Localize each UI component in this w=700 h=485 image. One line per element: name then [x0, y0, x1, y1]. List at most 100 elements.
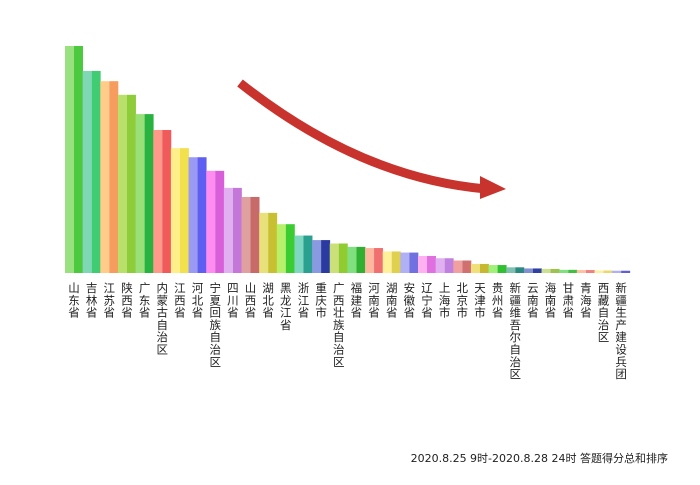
bar-right-half	[621, 270, 631, 273]
bar-right-half	[391, 251, 401, 273]
bar-right-half	[462, 260, 472, 273]
bar	[100, 81, 119, 273]
bar-right-half	[126, 94, 136, 274]
bar-left-half	[82, 70, 92, 273]
bar-right-half	[532, 268, 542, 273]
bar	[612, 270, 631, 273]
bar	[382, 251, 401, 273]
category-label: 天津市	[474, 281, 486, 320]
bar	[400, 252, 419, 273]
bar	[418, 255, 436, 273]
bar-left-half	[259, 212, 269, 273]
bar	[82, 70, 101, 273]
bar-right-half	[215, 170, 225, 273]
bar-right-half	[568, 269, 578, 273]
bar	[347, 246, 366, 273]
bar-right-half	[162, 129, 172, 273]
bar-left-half	[65, 46, 74, 273]
category-label: 江苏省	[104, 281, 116, 320]
bar-left-half	[470, 263, 480, 273]
bar-left-half	[347, 246, 357, 273]
bar-left-half	[576, 270, 586, 273]
bar-right-half	[585, 270, 595, 273]
category-label: 广东省	[139, 281, 151, 320]
bar-left-half	[453, 260, 463, 273]
bar	[312, 240, 331, 273]
bar-right-half	[409, 252, 419, 273]
category-label: 河南省	[368, 281, 380, 320]
bar-left-half	[188, 157, 198, 273]
bar-right-half	[321, 240, 331, 273]
bar-right-half	[427, 255, 436, 273]
category-label: 新疆生产建设兵团	[615, 281, 627, 381]
bar-left-half	[135, 114, 145, 273]
bar-right-half	[479, 263, 489, 273]
category-label: 海南省	[545, 281, 557, 320]
bar-right-half	[515, 267, 525, 273]
bar	[206, 170, 225, 273]
category-label: 湖南省	[386, 281, 398, 320]
bar	[506, 267, 525, 273]
bar-left-half	[559, 269, 569, 273]
bar	[294, 235, 313, 273]
category-label: 青海省	[580, 281, 592, 320]
bar-right-half	[268, 212, 278, 273]
bar-right-half	[303, 235, 313, 273]
bar-left-half	[488, 265, 498, 273]
category-label: 陕西省	[121, 281, 133, 320]
bar-right-half	[144, 114, 154, 273]
category-label: 重庆市	[315, 281, 327, 320]
bar-right-half	[250, 196, 260, 273]
category-label: 宁夏回族自治区	[209, 281, 221, 369]
bar	[594, 270, 613, 273]
bar	[223, 187, 242, 273]
bar-left-half	[400, 252, 410, 273]
bar	[488, 265, 507, 273]
bar	[170, 148, 189, 273]
category-label: 内蒙古自治区	[157, 281, 169, 357]
category-label: 湖北省	[262, 281, 274, 320]
bar-left-half	[312, 240, 322, 273]
trend-arrow-head	[480, 176, 506, 199]
bar-left-half	[523, 268, 533, 273]
category-label: 吉林省	[86, 281, 98, 320]
bar-left-half	[294, 235, 304, 273]
bar-right-half	[603, 270, 613, 273]
bar	[65, 46, 83, 273]
bar-left-half	[206, 170, 216, 273]
bar	[153, 129, 172, 273]
bar	[188, 157, 207, 273]
bar-left-half	[276, 224, 286, 273]
bar-left-half	[541, 268, 551, 273]
category-label: 西藏自治区	[598, 281, 610, 344]
bar	[453, 260, 472, 273]
bar	[470, 263, 489, 273]
bar-right-half	[197, 157, 207, 273]
bar-left-half	[382, 251, 392, 273]
trend-arrow	[237, 79, 487, 194]
bar-left-half	[223, 187, 233, 273]
bar-left-half	[435, 258, 445, 273]
bar	[329, 243, 348, 273]
bar-right-half	[444, 258, 454, 273]
category-label: 福建省	[351, 281, 363, 320]
bar-right-half	[356, 246, 366, 273]
chart-caption: 2020.8.25 9时-2020.8.28 24时 答题得分总和排序	[410, 452, 668, 465]
bar	[576, 270, 595, 273]
category-label: 贵州省	[492, 281, 504, 320]
bar-right-half	[550, 268, 560, 273]
bar-left-half	[329, 243, 339, 273]
bar-left-half	[612, 270, 622, 273]
bar-right-half	[109, 81, 119, 273]
bar-right-half	[74, 46, 83, 273]
category-label: 广西壮族自治区	[333, 281, 345, 369]
bar-left-half	[365, 248, 375, 273]
category-label: 上海市	[439, 281, 451, 320]
bar-left-half	[594, 270, 604, 273]
bar	[117, 94, 136, 274]
bar	[276, 224, 295, 273]
bar	[559, 269, 578, 273]
category-label: 新疆维吾尔自治区	[510, 281, 522, 381]
bar-left-half	[153, 129, 163, 273]
